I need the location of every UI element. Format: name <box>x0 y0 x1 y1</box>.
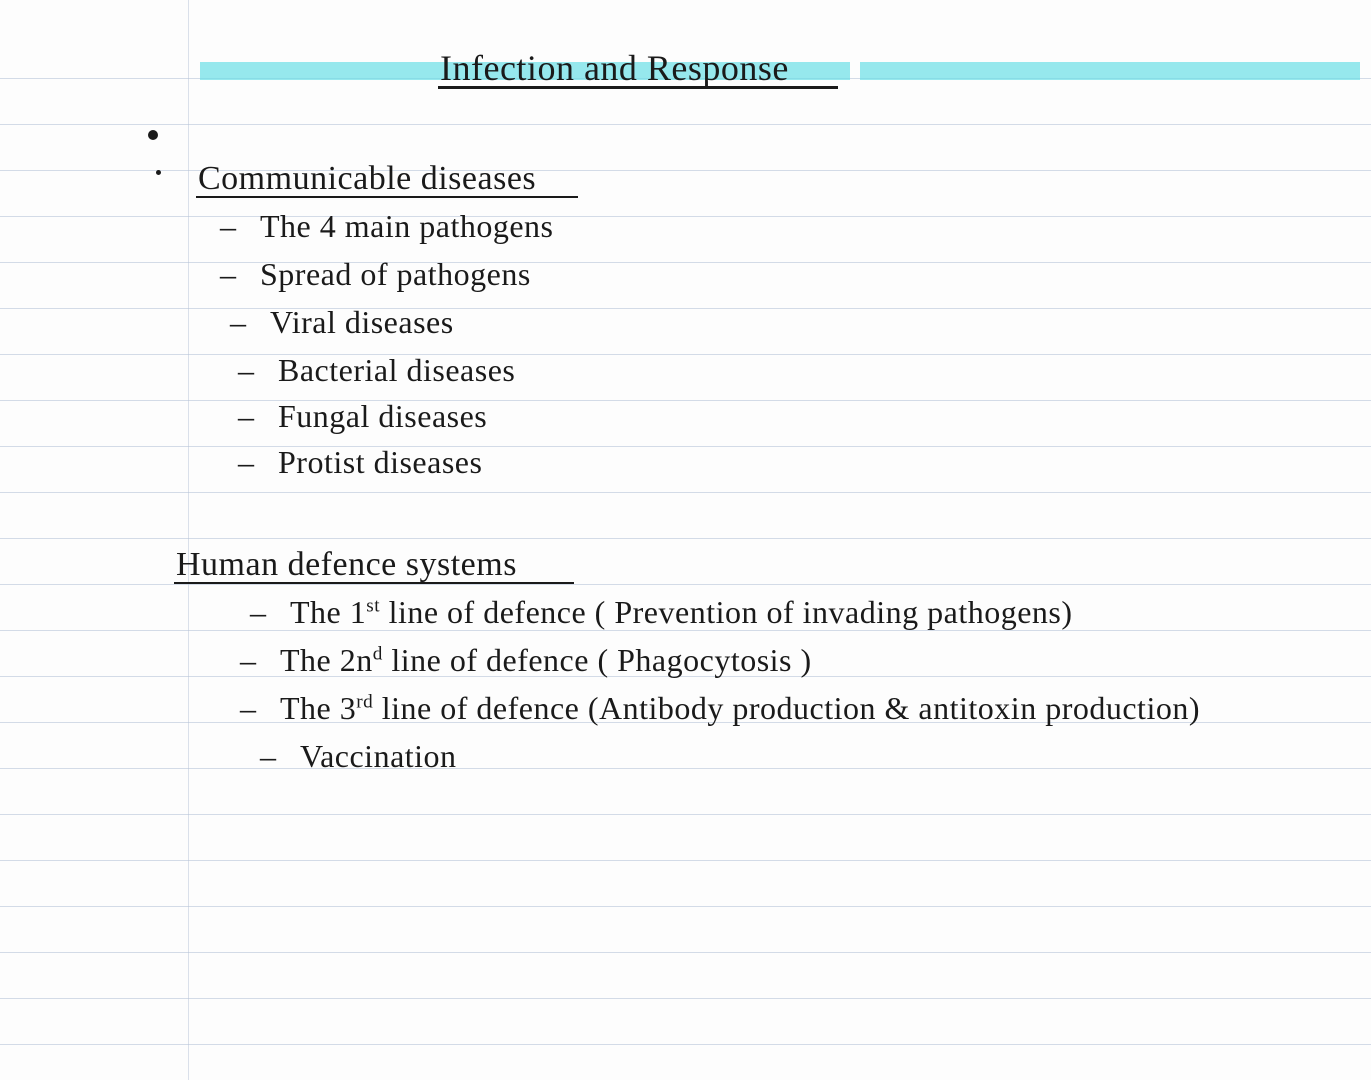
section-heading: Communicable diseases <box>198 162 536 196</box>
bullet-dash: – <box>240 692 257 724</box>
list-item: Spread of pathogens <box>260 258 531 290</box>
bullet-dash: – <box>250 596 267 628</box>
list-item: Protist diseases <box>278 446 482 478</box>
ruled-line <box>0 308 1371 309</box>
section-heading: Human defence systems <box>176 548 517 582</box>
bullet-dash: – <box>230 306 247 338</box>
bullet-dash: – <box>238 354 255 386</box>
ruled-line <box>0 860 1371 861</box>
bullet-dash: – <box>220 258 237 290</box>
ruled-line <box>0 446 1371 447</box>
list-item: Bacterial diseases <box>278 354 515 386</box>
list-item: Fungal diseases <box>278 400 487 432</box>
lined-paper: Infection and Response Communicable dise… <box>0 0 1371 1080</box>
ruled-line <box>0 354 1371 355</box>
bullet-dash: – <box>260 740 277 772</box>
bullet-dash: – <box>220 210 237 242</box>
list-item: Viral diseases <box>270 306 454 338</box>
ruled-line <box>0 492 1371 493</box>
ink-dot <box>148 130 158 140</box>
ruled-line <box>0 216 1371 217</box>
ruled-line <box>0 998 1371 999</box>
ruled-line <box>0 952 1371 953</box>
margin-line <box>188 0 189 1080</box>
ruled-line <box>0 630 1371 631</box>
bullet-dash: – <box>240 644 257 676</box>
ruled-line <box>0 400 1371 401</box>
ruled-line <box>0 906 1371 907</box>
bullet-dash: – <box>238 446 255 478</box>
ruled-line <box>0 262 1371 263</box>
list-item: Vaccination <box>300 740 457 772</box>
heading-underline <box>196 196 578 198</box>
highlight-stroke <box>860 62 1360 80</box>
list-item: The 3rd line of defence (Antibody produc… <box>280 692 1200 724</box>
title-underline <box>438 86 838 89</box>
page-title: Infection and Response <box>440 50 789 86</box>
list-item: The 1st line of defence ( Prevention of … <box>290 596 1073 628</box>
heading-underline <box>174 582 574 584</box>
ruled-line <box>0 538 1371 539</box>
ruled-line <box>0 768 1371 769</box>
ruled-line <box>0 584 1371 585</box>
bullet-dash: – <box>238 400 255 432</box>
ink-dot <box>156 170 161 175</box>
ruled-line <box>0 1044 1371 1045</box>
ruled-line <box>0 814 1371 815</box>
list-item: The 4 main pathogens <box>260 210 553 242</box>
ruled-line <box>0 124 1371 125</box>
list-item: The 2nd line of defence ( Phagocytosis ) <box>280 644 812 676</box>
